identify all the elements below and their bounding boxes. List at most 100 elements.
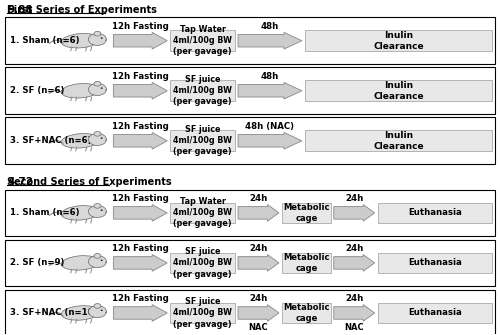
- Text: 24h: 24h: [250, 194, 268, 203]
- Text: 12h Fasting: 12h Fasting: [112, 122, 168, 131]
- Text: Metabolic
cage: Metabolic cage: [283, 253, 330, 273]
- Polygon shape: [114, 305, 167, 321]
- Circle shape: [88, 83, 106, 95]
- Circle shape: [88, 306, 106, 318]
- Polygon shape: [114, 82, 167, 99]
- Circle shape: [105, 40, 106, 41]
- Text: Euthanasia: Euthanasia: [408, 258, 462, 267]
- Text: SF juice
4ml/100g BW
(per gavage): SF juice 4ml/100g BW (per gavage): [173, 247, 232, 278]
- Polygon shape: [114, 255, 167, 271]
- Text: 24h: 24h: [345, 244, 364, 253]
- FancyBboxPatch shape: [170, 253, 235, 273]
- FancyBboxPatch shape: [170, 303, 235, 323]
- Circle shape: [100, 310, 102, 311]
- Circle shape: [94, 304, 101, 308]
- Text: Tap Water
4ml/100g BW
(per gavage): Tap Water 4ml/100g BW (per gavage): [173, 25, 232, 56]
- Circle shape: [94, 131, 101, 136]
- Circle shape: [94, 81, 101, 86]
- Circle shape: [100, 87, 102, 89]
- FancyBboxPatch shape: [282, 203, 331, 223]
- Text: Euthanasia: Euthanasia: [408, 309, 462, 318]
- Circle shape: [88, 256, 106, 268]
- Text: 12h Fasting: 12h Fasting: [112, 194, 168, 203]
- Polygon shape: [334, 205, 374, 221]
- FancyBboxPatch shape: [4, 240, 496, 286]
- Ellipse shape: [62, 134, 100, 148]
- Text: 12h Fasting: 12h Fasting: [112, 22, 168, 31]
- Ellipse shape: [62, 256, 100, 270]
- Text: 4.72: 4.72: [7, 177, 33, 187]
- Text: 1. Sham (n=6): 1. Sham (n=6): [10, 208, 79, 217]
- Polygon shape: [114, 205, 167, 221]
- Text: 3. SF+NAC (n=10): 3. SF+NAC (n=10): [10, 309, 97, 318]
- Text: 24h: 24h: [345, 194, 364, 203]
- FancyBboxPatch shape: [378, 253, 492, 273]
- Polygon shape: [334, 305, 374, 321]
- FancyBboxPatch shape: [4, 190, 496, 236]
- Circle shape: [105, 212, 106, 213]
- Ellipse shape: [62, 306, 100, 320]
- Polygon shape: [238, 32, 302, 49]
- FancyBboxPatch shape: [4, 289, 496, 335]
- Text: First Series of Experiments: First Series of Experiments: [7, 5, 157, 15]
- Text: Second Series of Experiments: Second Series of Experiments: [7, 177, 172, 187]
- Polygon shape: [238, 82, 302, 99]
- Text: 2. SF (n=6): 2. SF (n=6): [10, 86, 64, 95]
- FancyBboxPatch shape: [282, 303, 331, 323]
- FancyBboxPatch shape: [282, 253, 331, 273]
- Text: 48h: 48h: [261, 22, 279, 31]
- Text: 24h: 24h: [250, 244, 268, 253]
- Text: NAC: NAC: [248, 323, 268, 332]
- Text: 24h: 24h: [345, 294, 364, 303]
- Circle shape: [105, 140, 106, 141]
- FancyBboxPatch shape: [170, 130, 235, 151]
- Circle shape: [94, 204, 101, 208]
- Polygon shape: [334, 255, 374, 271]
- Circle shape: [88, 206, 106, 217]
- Text: Inulin
Clearance: Inulin Clearance: [374, 31, 424, 51]
- FancyBboxPatch shape: [305, 130, 492, 151]
- Text: 2. SF (n=9): 2. SF (n=9): [10, 258, 64, 267]
- Text: Inulin
Clearance: Inulin Clearance: [374, 131, 424, 151]
- Text: 48h: 48h: [261, 72, 279, 81]
- Polygon shape: [238, 255, 279, 271]
- Circle shape: [100, 260, 102, 261]
- FancyBboxPatch shape: [378, 203, 492, 223]
- FancyBboxPatch shape: [305, 30, 492, 51]
- Circle shape: [88, 34, 106, 46]
- Text: 12h Fasting: 12h Fasting: [112, 294, 168, 303]
- Text: Metabolic
cage: Metabolic cage: [283, 203, 330, 223]
- Text: 12h Fasting: 12h Fasting: [112, 72, 168, 81]
- Circle shape: [100, 137, 102, 139]
- FancyBboxPatch shape: [170, 203, 235, 223]
- FancyBboxPatch shape: [4, 118, 496, 164]
- Text: Tap Water
4ml/100g BW
(per gavage): Tap Water 4ml/100g BW (per gavage): [173, 197, 232, 228]
- Circle shape: [100, 209, 102, 211]
- Text: 3. SF+NAC (n=6): 3. SF+NAC (n=6): [10, 136, 91, 145]
- Text: Metabolic
cage: Metabolic cage: [283, 303, 330, 323]
- Polygon shape: [114, 32, 167, 49]
- Ellipse shape: [62, 206, 100, 220]
- Ellipse shape: [62, 34, 100, 48]
- Text: SF juice
4ml/100g BW
(per gavage): SF juice 4ml/100g BW (per gavage): [173, 297, 232, 329]
- Circle shape: [88, 133, 106, 145]
- FancyBboxPatch shape: [305, 80, 492, 101]
- Circle shape: [94, 254, 101, 258]
- FancyBboxPatch shape: [170, 30, 235, 51]
- Text: 48h (NAC): 48h (NAC): [246, 122, 294, 131]
- Circle shape: [105, 312, 106, 313]
- Text: 12h Fasting: 12h Fasting: [112, 244, 168, 253]
- Circle shape: [105, 89, 106, 90]
- Polygon shape: [114, 132, 167, 149]
- Polygon shape: [238, 205, 279, 221]
- FancyBboxPatch shape: [378, 303, 492, 323]
- FancyBboxPatch shape: [4, 67, 496, 114]
- Circle shape: [105, 262, 106, 263]
- Text: SF juice
4ml/100g BW
(per gavage): SF juice 4ml/100g BW (per gavage): [173, 75, 232, 107]
- FancyBboxPatch shape: [170, 80, 235, 101]
- FancyBboxPatch shape: [4, 17, 496, 64]
- Text: 1. Sham (n=6): 1. Sham (n=6): [10, 36, 79, 45]
- Ellipse shape: [62, 83, 100, 98]
- Text: NAC: NAC: [344, 323, 364, 332]
- Text: Inulin
Clearance: Inulin Clearance: [374, 81, 424, 101]
